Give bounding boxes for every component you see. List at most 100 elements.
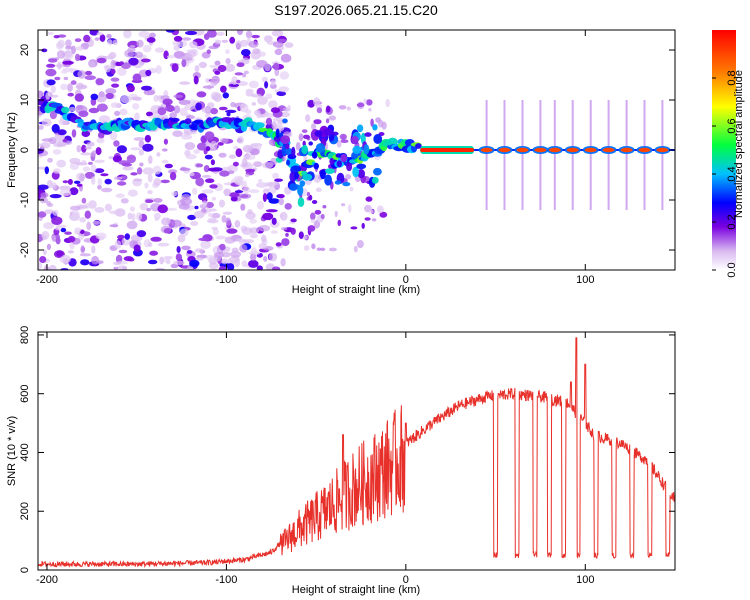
spectrogram-cell-924	[285, 232, 289, 237]
spectrogram-cell-384	[214, 60, 221, 66]
spectrogram-cell-686	[114, 110, 121, 117]
spectrogram-cell-904	[364, 217, 371, 221]
spectrogram-cell-35	[256, 200, 264, 210]
spectrogram-cell-959	[311, 123, 317, 131]
spectrogram-cell-762	[90, 93, 99, 101]
spectrogram-cell-348	[132, 103, 140, 110]
spectrogram-cell-793	[60, 70, 68, 74]
spectrogram-cell-805	[235, 40, 243, 50]
spectrogram-cell-388	[109, 210, 121, 215]
spectrogram-cell-127	[215, 235, 227, 240]
spectrogram-cell-330	[241, 57, 250, 65]
spectrogram-cell-897	[268, 252, 278, 262]
spectrogram-cell-1216	[313, 119, 322, 125]
spectrogram-cell-476	[76, 145, 82, 153]
spectrogram-cell-813	[264, 81, 269, 89]
spectrogram-cell-931	[337, 219, 342, 227]
spectrogram-cell-468	[134, 51, 144, 59]
spectrogram-cell-442	[231, 76, 238, 85]
figure-title: S197.2026.065.21.15.C20	[274, 2, 438, 18]
spectrogram-cell-336	[94, 207, 105, 213]
spectrogram-cell-548	[51, 123, 60, 133]
spectrogram-cell-73	[263, 35, 273, 43]
spectrogram-cell-359	[216, 31, 225, 36]
spectrogram-cell-464	[195, 257, 204, 261]
spectrogram-cell-569	[57, 34, 67, 38]
spectrogram-cell-1251	[311, 151, 318, 159]
spectrogram-y-tick-label-2: 0	[19, 147, 31, 153]
spectrogram-cell-588	[133, 137, 145, 141]
spectrogram-pulse-9	[638, 147, 651, 153]
spectrogram-pulse-7	[602, 147, 615, 153]
spectrogram-cell-1262	[364, 132, 372, 137]
spectrogram-cell-178	[154, 212, 161, 220]
spectrogram-cell-240	[149, 250, 159, 256]
spectrogram-cell-755	[95, 78, 105, 86]
spectrogram-pulse-0	[480, 147, 493, 153]
spectrogram-cell-456	[62, 60, 74, 65]
spectrogram-cell-710	[133, 178, 143, 182]
spectrogram-cell-794	[146, 37, 156, 43]
spectrogram-cell-859	[195, 102, 202, 111]
spectrogram-cell-950	[310, 212, 316, 221]
spectrogram-cell-415	[115, 193, 125, 198]
spectrogram-cell-491	[205, 201, 214, 209]
spectrogram-cell-486	[78, 110, 89, 118]
spectrogram-cell-398	[67, 178, 73, 185]
spectrogram-cell-36	[280, 258, 286, 267]
spectrogram-cell-400	[241, 158, 248, 168]
spectrogram-cell-503	[41, 48, 48, 53]
spectrogram-cell-791	[70, 80, 77, 85]
spectrogram-cell-620	[110, 102, 119, 108]
spectrogram-cell-591	[206, 254, 215, 261]
spectrogram-cell-953	[284, 203, 292, 210]
spectrogram-cell-978	[305, 114, 311, 123]
spectrogram-cell-409	[185, 154, 197, 160]
spectrogram-cell-111	[257, 178, 263, 183]
spectrogram-x-tick-label-1: -100	[215, 274, 237, 286]
spectrogram-cell-1211	[270, 107, 281, 114]
spectrogram-cell-603	[126, 84, 135, 93]
spectrogram-cell-481	[57, 129, 67, 136]
spectrogram-cell-789	[51, 182, 57, 190]
spectrogram-cell-308	[261, 76, 268, 83]
spectrogram-cell-315	[218, 152, 227, 158]
spectrogram-cell-896	[201, 107, 211, 113]
spectrogram-cell-517	[233, 145, 239, 150]
spectrogram-cell-675	[226, 112, 231, 117]
snr-y-tick-label-2: 400	[19, 443, 31, 461]
spectrogram-cell-768	[203, 165, 210, 173]
spectrogram-cell-1014	[279, 213, 284, 219]
spectrogram-cell-847	[115, 176, 123, 180]
spectrogram-cell-668	[191, 187, 198, 195]
spectrogram-cell-669	[97, 178, 103, 186]
spectrogram-cell-593	[64, 50, 73, 58]
spectrogram-cell-974	[306, 191, 311, 197]
spectrogram-cell-44	[97, 184, 102, 190]
snr-y-tick-label-1: 200	[19, 502, 31, 520]
spectrogram-cell-1220	[308, 141, 314, 146]
spectrogram-cell-783	[157, 107, 167, 116]
spectrogram-cell-858	[38, 184, 49, 190]
spectrogram-cell-303	[198, 61, 207, 69]
spectrogram-cell-80	[234, 72, 244, 76]
spectrogram-cell-560	[110, 68, 116, 75]
spectrogram-cell-420	[266, 112, 275, 119]
spectrogram-cell-753	[42, 249, 47, 256]
spectrogram-cell-1031	[61, 106, 70, 114]
spectrogram-streak-4	[553, 100, 556, 210]
snr-y-tick-label-0: 0	[19, 567, 31, 573]
spectrogram-cell-86	[110, 77, 120, 82]
spectrogram-y-label: Frequency (Hz)	[6, 112, 18, 188]
colorbar-tick-label-3: 0.6	[726, 118, 738, 133]
spectrogram-cell-202	[111, 83, 120, 88]
spectrogram-cell-862	[166, 55, 176, 59]
spectrogram-cell-492	[109, 224, 119, 228]
spectrogram-cell-632	[237, 136, 245, 144]
spectrogram-cell-856	[243, 186, 250, 194]
spectrogram-cell-677	[179, 55, 192, 60]
spectrogram-cell-804	[39, 256, 47, 263]
spectrogram-cell-436	[274, 48, 283, 56]
